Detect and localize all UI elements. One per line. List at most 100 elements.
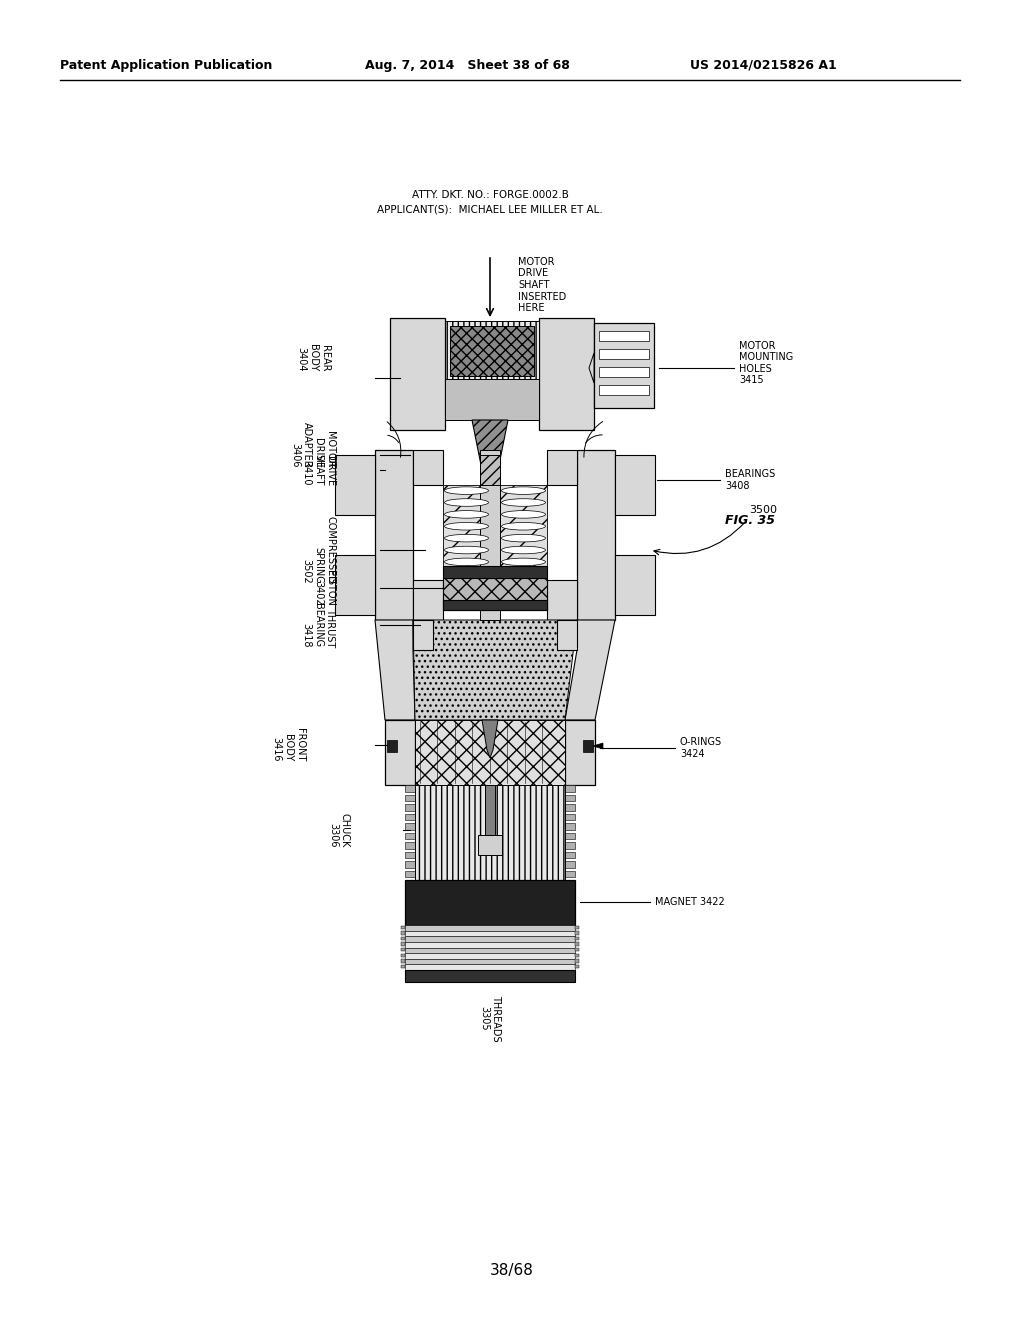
Text: PISTON
3402: PISTON 3402 [313,570,335,606]
Text: THREADS
3305: THREADS 3305 [479,995,501,1041]
Ellipse shape [444,558,488,566]
Bar [413,450,443,484]
Polygon shape [482,719,498,758]
Ellipse shape [502,487,546,495]
Bar [406,785,415,792]
Bar [445,321,539,383]
Bar [406,936,575,942]
Text: APPLICANT(S):  MICHAEL LEE MILLER ET AL.: APPLICANT(S): MICHAEL LEE MILLER ET AL. [377,205,603,215]
Bar [406,861,415,867]
Bar [443,601,547,610]
Bar [450,326,534,376]
Bar [615,455,655,515]
Bar [485,785,495,836]
Bar [443,484,490,579]
Bar [575,925,579,929]
Polygon shape [565,620,615,719]
Bar [401,925,406,929]
Bar [406,813,415,820]
Bar [575,960,579,962]
Bar [547,450,577,484]
Bar [406,842,415,849]
Bar [406,833,415,840]
Ellipse shape [502,535,546,543]
Ellipse shape [444,523,488,531]
Bar [565,861,575,867]
Text: ATTY. DKT. NO.: FORGE.0002.B: ATTY. DKT. NO.: FORGE.0002.B [412,190,568,201]
Text: FIG. 35: FIG. 35 [725,513,775,527]
Ellipse shape [502,546,546,554]
Polygon shape [472,420,508,470]
Text: MOTOR
MOUNTING
HOLES
3415: MOTOR MOUNTING HOLES 3415 [739,341,794,385]
Ellipse shape [444,499,488,507]
Ellipse shape [444,570,488,578]
Ellipse shape [502,570,546,578]
Text: REAR
BODY
3404: REAR BODY 3404 [297,345,330,372]
Bar [415,719,565,785]
Text: MAGNET 3422: MAGNET 3422 [655,898,725,907]
Bar [547,579,577,620]
Bar [406,931,575,936]
Bar [565,804,575,810]
Bar [406,925,575,931]
Bar [401,931,406,935]
Text: Patent Application Publication: Patent Application Publication [60,58,272,71]
Bar [406,804,415,810]
Ellipse shape [502,523,546,531]
Bar [406,870,415,878]
Bar [599,348,649,359]
Text: DRIVE
SHAFT
3410: DRIVE SHAFT 3410 [302,454,335,486]
Text: 3500: 3500 [749,506,777,515]
Bar [387,741,397,752]
Text: MOTOR
DRIVE
SHAFT
INSERTED
HERE: MOTOR DRIVE SHAFT INSERTED HERE [518,257,566,313]
Bar [445,379,539,420]
Bar [557,620,577,649]
Bar [583,741,593,752]
Bar [482,470,498,484]
Bar [565,851,575,858]
Bar [401,953,406,957]
Bar [443,566,547,578]
Bar [575,931,579,935]
Bar [406,822,415,830]
Text: BEARINGS
3408: BEARINGS 3408 [725,469,775,491]
Bar [565,870,575,878]
Bar [615,554,655,615]
Bar [565,842,575,849]
Ellipse shape [444,487,488,495]
Bar [594,323,654,408]
Bar [575,965,579,969]
Bar [406,851,415,858]
Bar [413,579,443,620]
Text: 38/68: 38/68 [490,1262,534,1278]
Bar [401,942,406,946]
Ellipse shape [444,546,488,554]
Bar [406,942,575,948]
Bar [406,953,575,958]
Bar [478,836,502,855]
Ellipse shape [444,535,488,543]
Bar [565,813,575,820]
Polygon shape [375,620,415,719]
Bar [401,937,406,940]
Text: MOTOR
DRIVE
ADAPTER
3406: MOTOR DRIVE ADAPTER 3406 [290,422,335,467]
Bar [443,578,547,610]
Bar [335,554,375,615]
Text: CHUCK
3306: CHUCK 3306 [329,813,350,847]
Text: COMPRESSED
SPRING
3502: COMPRESSED SPRING 3502 [302,516,335,583]
Bar [575,942,579,946]
Bar [575,948,579,952]
Bar [565,795,575,801]
Text: US 2014/0215826 A1: US 2014/0215826 A1 [690,58,837,71]
Bar [565,822,575,830]
Bar [577,450,615,620]
Bar [500,484,547,579]
Bar [406,880,575,925]
Bar [401,965,406,969]
Bar [599,331,649,341]
Bar [480,450,500,620]
Ellipse shape [502,558,546,566]
Text: O-RINGS
3424: O-RINGS 3424 [680,737,722,759]
Bar [406,970,575,982]
Polygon shape [589,352,594,383]
